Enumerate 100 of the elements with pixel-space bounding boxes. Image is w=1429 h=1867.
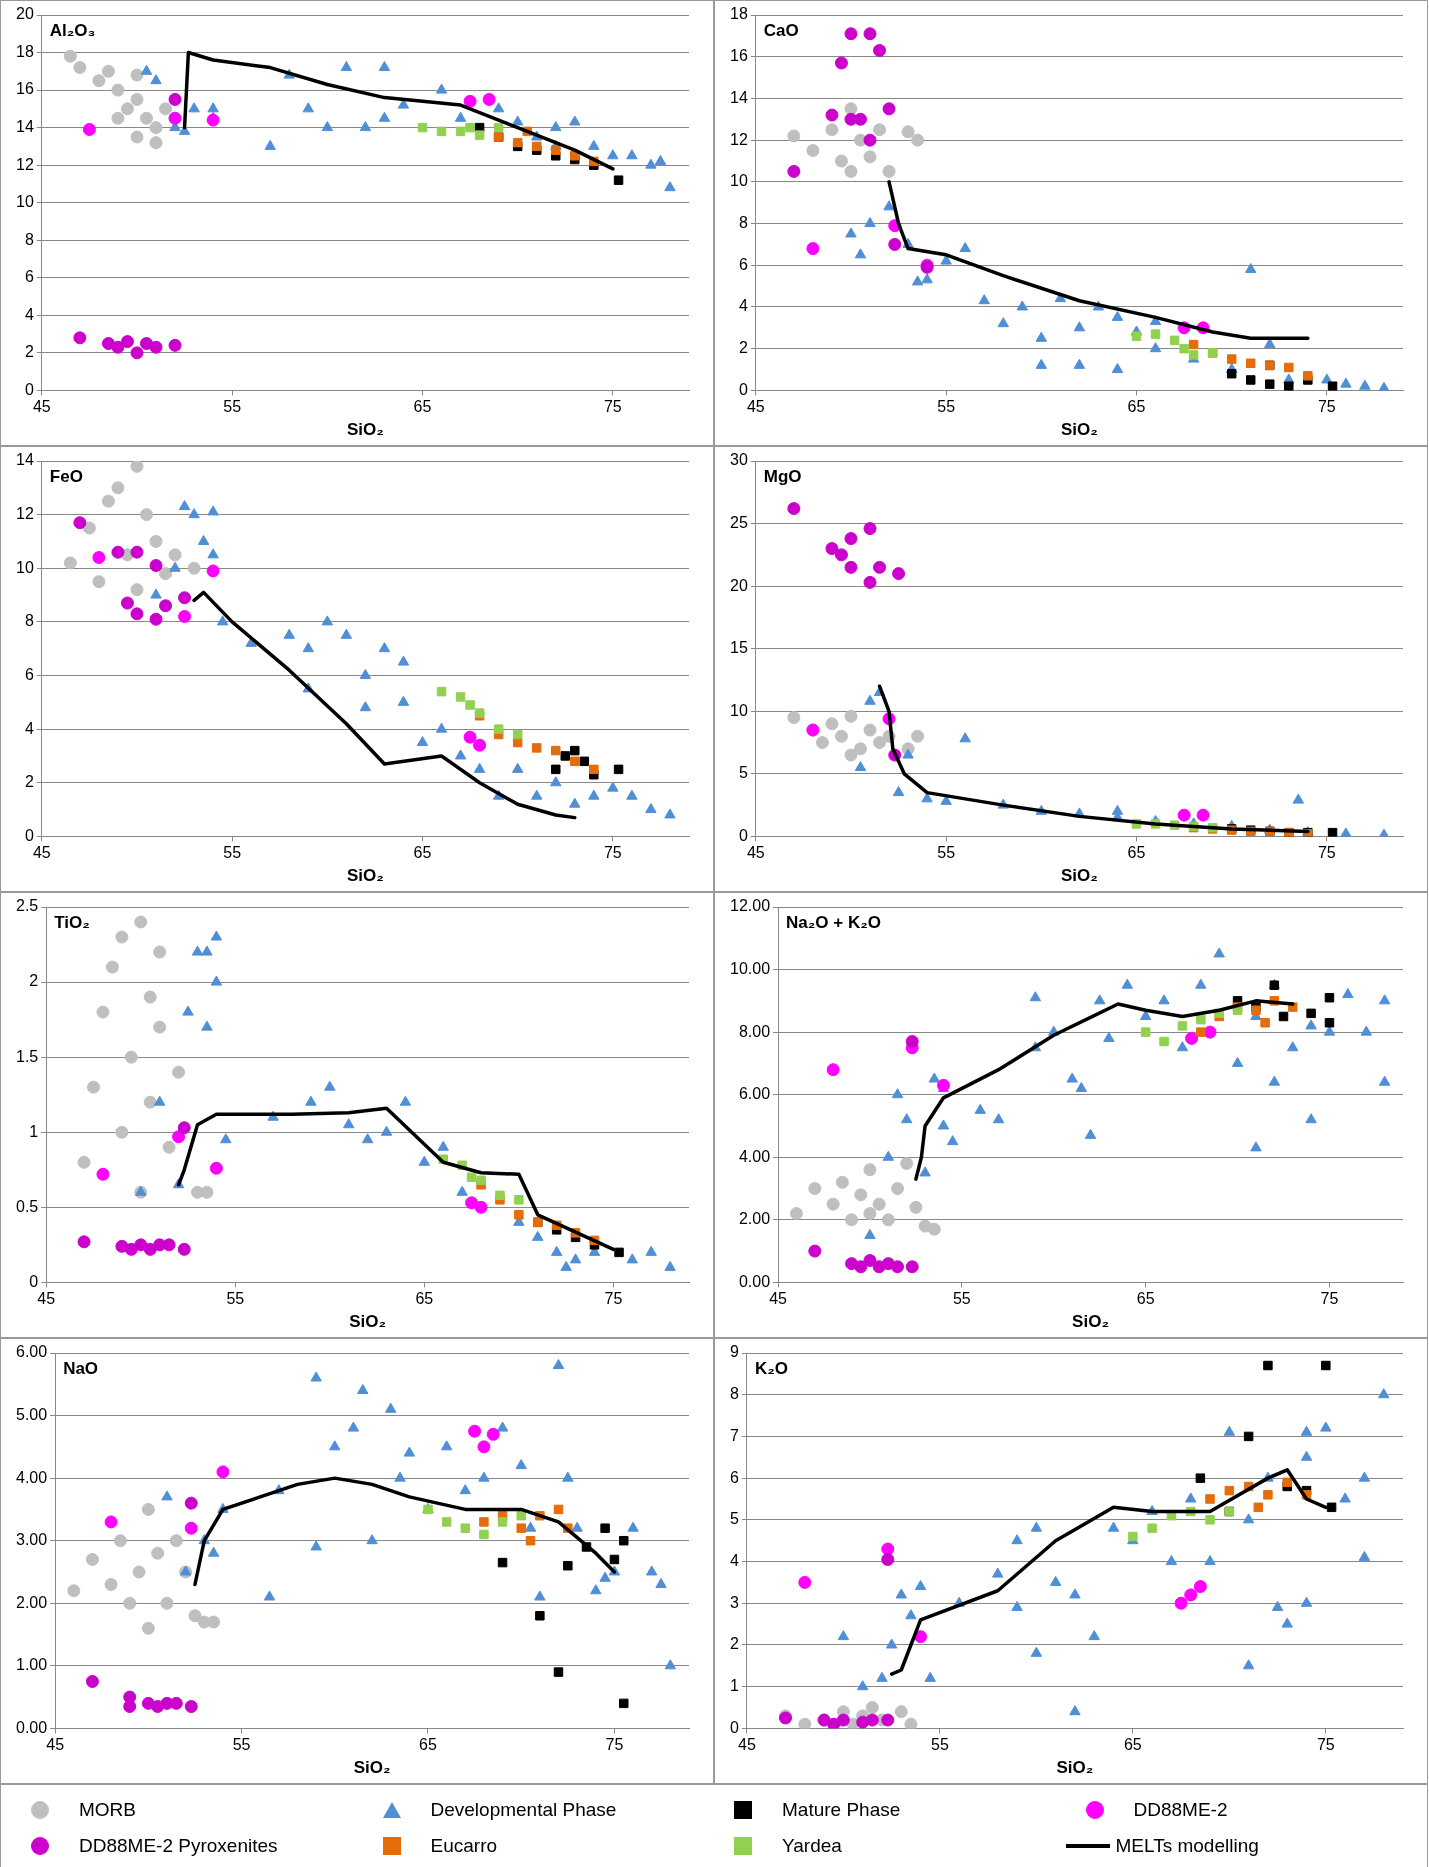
x-tick-label: 75 xyxy=(1316,1736,1335,1754)
y-tick-label: 16 xyxy=(16,80,34,98)
legend-label: Eucarro xyxy=(430,1835,498,1857)
y-tick-label: 8 xyxy=(738,213,748,231)
y-tick-label: 12 xyxy=(730,130,748,148)
y-tick-label: 18 xyxy=(16,42,34,60)
x-tick-label: 55 xyxy=(223,398,242,416)
y-tick-label: 6.00 xyxy=(16,1343,48,1361)
y-tick-label: 10.00 xyxy=(729,959,771,977)
x-tick-label: 75 xyxy=(604,1290,623,1308)
x-tick-label: 55 xyxy=(223,844,242,862)
y-tick-label: 18 xyxy=(730,5,748,23)
x-axis-title: SiO₂ xyxy=(349,1312,387,1332)
x-tick-label: 65 xyxy=(413,844,432,862)
y-tick-label: 6 xyxy=(24,268,34,286)
y-tick-label: 4 xyxy=(738,297,748,315)
x-tick-label: 65 xyxy=(1136,1290,1155,1308)
y-tick-label: 15 xyxy=(730,639,748,657)
y-tick-label: 7 xyxy=(729,1426,739,1444)
y-tick-label: 4.00 xyxy=(16,1468,48,1486)
y-tick-label: 6 xyxy=(24,665,34,683)
y-tick-label: 12 xyxy=(16,505,34,523)
x-tick-label: 55 xyxy=(232,1736,251,1754)
x-tick-label: 75 xyxy=(1320,1290,1339,1308)
y-tick-label: 12.00 xyxy=(729,897,771,915)
x-tick-label: 55 xyxy=(937,844,956,862)
y-tick-label: 0.00 xyxy=(738,1272,771,1290)
x-tick-label: 45 xyxy=(32,398,51,416)
chart-title: TiO₂ xyxy=(54,913,90,933)
y-tick-label: 1.00 xyxy=(16,1656,48,1674)
x-tick-label: 75 xyxy=(605,1736,624,1754)
x-axis-title: SiO₂ xyxy=(346,420,384,440)
y-tick-label: 4 xyxy=(729,1551,739,1569)
y-tick-label: 30 xyxy=(730,451,748,469)
x-tick-label: 65 xyxy=(415,1290,434,1308)
x-tick-label: 45 xyxy=(37,1290,56,1308)
x-tick-label: 45 xyxy=(769,1290,788,1308)
y-tick-label: 0 xyxy=(24,826,34,844)
x-tick-label: 75 xyxy=(603,398,622,416)
legend-label: DD88ME-2 xyxy=(1133,1799,1228,1821)
x-tick-label: 45 xyxy=(46,1736,65,1754)
y-tick-label: 2 xyxy=(738,339,748,357)
y-tick-label: 10 xyxy=(16,558,34,576)
x-tick-label: 75 xyxy=(1317,844,1336,862)
legend-label: Developmental Phase xyxy=(430,1799,617,1821)
legend-label: MELTs modelling xyxy=(1115,1835,1259,1857)
x-tick-label: 65 xyxy=(419,1736,437,1754)
y-tick-label: 12 xyxy=(16,155,34,173)
y-tick-label: 2 xyxy=(729,1635,739,1653)
y-tick-label: 1 xyxy=(29,1122,39,1140)
y-tick-label: 5.00 xyxy=(16,1405,48,1423)
y-tick-label: 4 xyxy=(24,305,34,323)
x-axis-title: SiO₂ xyxy=(353,1758,391,1778)
x-axis-title: SiO₂ xyxy=(1072,1312,1109,1332)
y-tick-label: 8.00 xyxy=(738,1022,771,1040)
y-tick-label: 3 xyxy=(729,1593,739,1611)
x-tick-label: 55 xyxy=(937,398,956,416)
x-tick-label: 65 xyxy=(413,398,432,416)
y-tick-label: 10 xyxy=(730,701,748,719)
y-tick-label: 0 xyxy=(738,380,748,398)
y-tick-label: 4 xyxy=(24,719,34,737)
y-tick-label: 8 xyxy=(24,230,34,248)
y-tick-label: 8 xyxy=(24,612,34,630)
y-tick-label: 14 xyxy=(730,88,748,106)
x-tick-label: 75 xyxy=(1317,398,1336,416)
y-tick-label: 2.5 xyxy=(15,897,39,915)
y-tick-label: 2 xyxy=(29,972,39,990)
x-tick-label: 65 xyxy=(1127,844,1146,862)
y-tick-label: 5 xyxy=(738,764,748,782)
chart-title: Al₂O₃ xyxy=(49,21,96,41)
y-tick-label: 2 xyxy=(24,773,34,791)
y-tick-label: 9 xyxy=(729,1343,739,1361)
chart-title: K₂O xyxy=(754,1359,788,1379)
x-tick-label: 65 xyxy=(1127,398,1146,416)
y-tick-label: 0 xyxy=(24,380,34,398)
y-tick-label: 2 xyxy=(24,343,34,361)
x-tick-label: 45 xyxy=(746,844,765,862)
y-tick-label: 5 xyxy=(729,1510,739,1528)
y-tick-label: 6 xyxy=(729,1468,739,1486)
x-tick-label: 65 xyxy=(1123,1736,1142,1754)
x-axis-title: SiO₂ xyxy=(1060,420,1098,440)
x-axis-title: SiO₂ xyxy=(346,866,384,886)
x-axis-title: SiO₂ xyxy=(1056,1758,1094,1778)
chart-title: MgO xyxy=(763,467,802,487)
y-tick-label: 1 xyxy=(729,1677,739,1695)
chart-title: CaO xyxy=(763,21,799,41)
legend-label: Mature Phase xyxy=(782,1799,901,1821)
x-tick-label: 55 xyxy=(930,1736,949,1754)
y-tick-label: 10 xyxy=(730,172,748,190)
x-tick-label: 55 xyxy=(952,1290,971,1308)
x-tick-label: 55 xyxy=(226,1290,245,1308)
y-tick-label: 20 xyxy=(16,5,34,23)
y-tick-label: 8 xyxy=(729,1385,739,1403)
x-tick-label: 45 xyxy=(738,1736,756,1754)
y-tick-label: 2.00 xyxy=(738,1210,771,1228)
chart-title: Na₂O + K₂O xyxy=(786,913,881,933)
y-tick-label: 0 xyxy=(738,826,748,844)
y-tick-label: 0.00 xyxy=(16,1718,48,1736)
y-tick-label: 0 xyxy=(29,1272,39,1290)
x-axis-title: SiO₂ xyxy=(1060,866,1098,886)
